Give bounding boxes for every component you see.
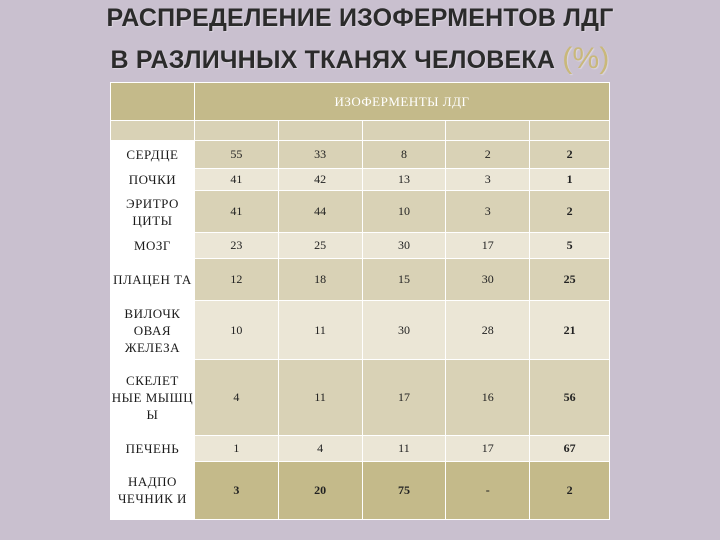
isoenzyme-value-cell: 4 (277, 434, 363, 462)
isoenzyme-value-cell: 8 (361, 140, 447, 170)
slide-title-percent: (%) (562, 42, 610, 75)
subheader-cell (193, 120, 279, 142)
tissue-label: ПОЧКИ (110, 168, 195, 192)
isoenzyme-value-cell: 3 (445, 168, 531, 192)
isoenzyme-value-cell: 41 (193, 168, 279, 192)
isoenzyme-value-cell: 42 (277, 168, 363, 192)
tissue-label: МОЗГ (110, 232, 195, 260)
table-row: СЕРДЦЕ 55 33 8 2 2 (110, 140, 610, 170)
isoenzyme-value-cell: 4 (193, 358, 279, 436)
isoenzyme-value-cell: 33 (277, 140, 363, 170)
isoenzyme-value-cell: 25 (277, 232, 363, 260)
isoenzyme-value-cell: 55 (193, 140, 279, 170)
isoenzyme-table: ИЗОФЕРМЕНТЫ ЛДГ СЕРДЦЕ 55 33 8 2 2 ПОЧКИ 41 42 13… (110, 81, 611, 521)
subheader-cell (110, 120, 195, 142)
tissue-label: НАДПО ЧЕЧНИК И (110, 460, 195, 521)
slide-title-line2-text: В РАЗЛИЧНЫХ ТКАНЯХ ЧЕЛОВЕКА (110, 46, 556, 74)
isoenzyme-value-cell: 11 (361, 434, 447, 462)
isoenzyme-value-cell: 20 (277, 460, 363, 521)
tissue-label: ПЕЧЕНЬ (110, 434, 195, 462)
isoenzyme-value-cell: 5 (529, 232, 610, 260)
isoenzyme-value-cell: 17 (361, 358, 447, 436)
tissue-label: СЕРДЦЕ (110, 140, 195, 170)
isoenzyme-value-cell: 1 (193, 434, 279, 462)
table-row: ПЛАЦЕН ТА 12 18 15 30 25 (110, 258, 610, 302)
isoenzyme-value-cell: 2 (529, 190, 610, 234)
isoenzyme-value-cell: 17 (445, 232, 531, 260)
isoenzyme-value-cell: 13 (361, 168, 447, 192)
isoenzyme-value-cell: 2 (529, 140, 610, 170)
isoenzyme-value-cell: 2 (529, 460, 610, 521)
isoenzyme-value-cell: 12 (193, 258, 279, 302)
tissue-label: ВИЛОЧК ОВАЯ ЖЕЛЕЗА (110, 300, 195, 360)
isoenzyme-value-cell: 44 (277, 190, 363, 234)
isoenzyme-value-cell: 18 (277, 258, 363, 302)
table-row: ЭРИТРО ЦИТЫ 41 44 10 3 2 (110, 190, 610, 234)
isoenzyme-value-cell: 10 (361, 190, 447, 234)
subheader-cell (529, 120, 610, 142)
isoenzyme-value-cell: 23 (193, 232, 279, 260)
tissue-label: ПЛАЦЕН ТА (110, 258, 195, 302)
isoenzyme-value-cell: 1 (529, 168, 610, 192)
isoenzyme-value-cell: 25 (529, 258, 610, 302)
subheader-cell (277, 120, 363, 142)
isoenzyme-value-cell: - (445, 460, 531, 521)
table-row: НАДПО ЧЕЧНИК И 3 20 75-2 (110, 460, 610, 521)
table-header-title: ИЗОФЕРМЕНТЫ ЛДГ (193, 81, 611, 122)
table-body: СЕРДЦЕ 55 33 8 2 2 ПОЧКИ 41 42 13 3 1 ЭРИТРО ЦИТЫ 41 4… (110, 140, 610, 521)
isoenzyme-value-cell: 2 (445, 140, 531, 170)
isoenzyme-value-cell: 30 (361, 300, 447, 360)
isoenzyme-value-cell: 67 (529, 434, 610, 462)
isoenzyme-value-cell: 75 (361, 460, 447, 521)
subheader-cell (361, 120, 447, 142)
isoenzyme-value-cell: 10 (193, 300, 279, 360)
isoenzyme-value-cell: 41 (193, 190, 279, 234)
isoenzyme-value-cell: 30 (361, 232, 447, 260)
table-row: ПЕЧЕНЬ 1 4 11 17 67 (110, 434, 610, 462)
table-subheader-row (110, 120, 610, 142)
header-corner-cell (110, 81, 195, 122)
isoenzyme-value-cell: 28 (445, 300, 531, 360)
table-header-row: ИЗОФЕРМЕНТЫ ЛДГ (110, 81, 611, 122)
isoenzyme-value-cell: 17 (445, 434, 531, 462)
isoenzyme-value-cell: 56 (529, 358, 610, 436)
isoenzyme-value-cell: 30 (445, 258, 531, 302)
isoenzyme-value-cell: 15 (361, 258, 447, 302)
slide-title-line2: В РАЗЛИЧНЫХ ТКАНЯХ ЧЕЛОВЕКА (%) (0, 42, 720, 76)
isoenzyme-value-cell: 3 (445, 190, 531, 234)
table-row: ВИЛОЧК ОВАЯ ЖЕЛЕЗА 10 11 30 28 21 (110, 300, 610, 360)
tissue-label: ЭРИТРО ЦИТЫ (110, 190, 195, 234)
isoenzyme-value-cell: 11 (277, 358, 363, 436)
subheader-cell (445, 120, 531, 142)
isoenzyme-value-cell: 3 (193, 460, 279, 521)
isoenzyme-value-cell: 11 (277, 300, 363, 360)
slide-title-line1: РАСПРЕДЕЛЕНИЕ ИЗОФЕРМЕНТОВ ЛДГ (106, 4, 614, 32)
table-row: МОЗГ 23 25 30 17 5 (110, 232, 610, 260)
table-row: ПОЧКИ 41 42 13 3 1 (110, 168, 610, 192)
isoenzyme-value-cell: 16 (445, 358, 531, 436)
table-row: СКЕЛЕТ НЫЕ МЫШЦ Ы 4 11 17 16 56 (110, 358, 610, 436)
isoenzyme-value-cell: 21 (529, 300, 610, 360)
tissue-label: СКЕЛЕТ НЫЕ МЫШЦ Ы (110, 358, 195, 436)
